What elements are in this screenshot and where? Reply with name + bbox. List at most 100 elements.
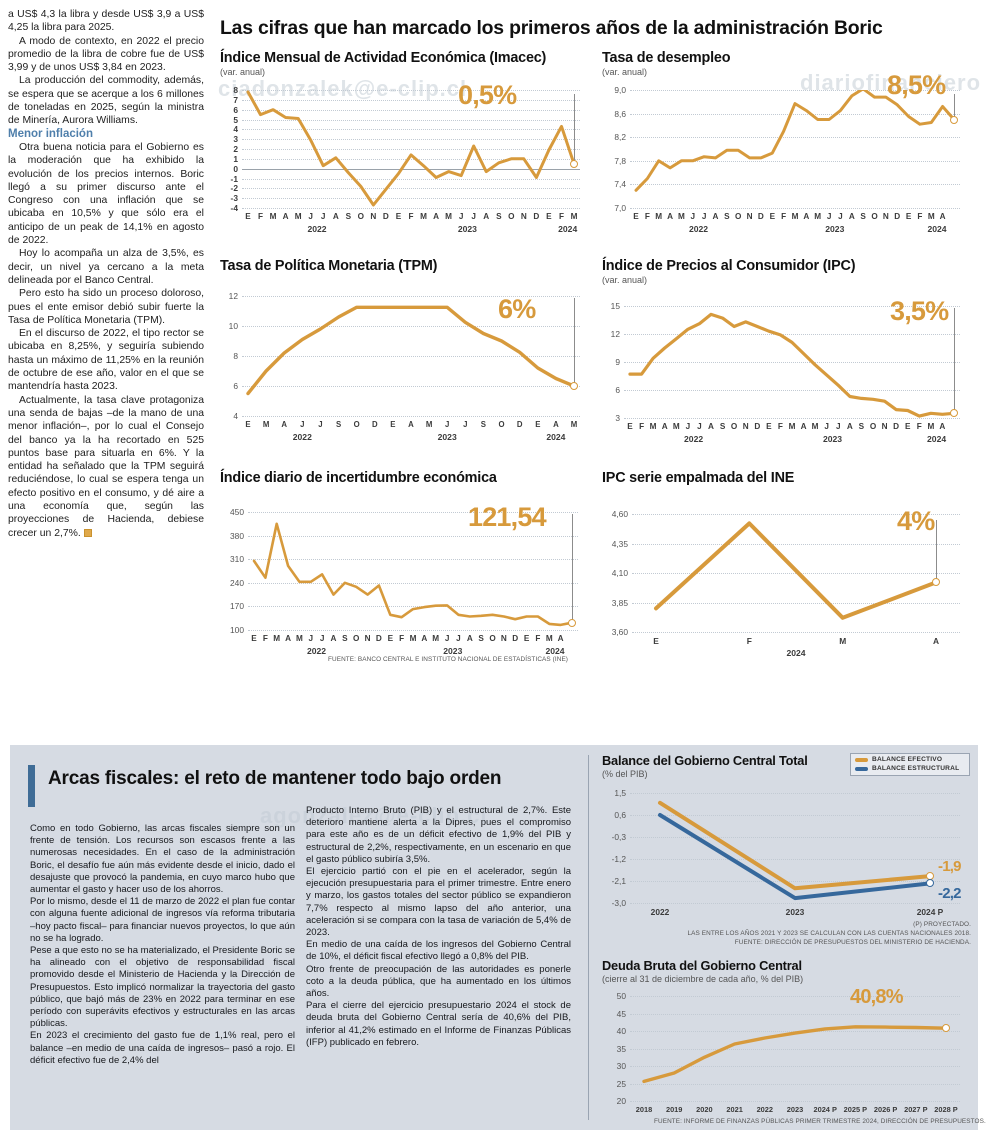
x-axis-tick-label: A xyxy=(466,634,473,643)
chart-series-svg xyxy=(642,1025,948,1084)
x-axis-tick-label: F xyxy=(639,422,645,431)
top-section: ciadonzalek@e-clip.cl diariofinanciero a… xyxy=(8,8,981,718)
chart-series-svg xyxy=(654,521,938,620)
x-axis-tick-label: 2019 xyxy=(665,1105,683,1114)
x-axis-tick-label: A xyxy=(285,634,292,643)
y-axis-tick-label: -2,1 xyxy=(611,876,626,886)
x-axis-tick-label: N xyxy=(370,212,377,221)
end-point-marker xyxy=(570,159,578,168)
x-axis-tick-label: A xyxy=(282,212,289,221)
x-axis-year-label: 2024 xyxy=(786,648,806,658)
chart-title: Deuda Bruta del Gobierno Central xyxy=(602,958,802,973)
x-axis-tick-label: F xyxy=(916,422,922,431)
x-axis-tick-label: E xyxy=(245,420,251,429)
chart-desempleo: Tasa de desempleo (var. anual) 9,0 8,6 8,2… xyxy=(602,50,977,240)
x-axis-tick-label: J xyxy=(471,212,476,221)
x-axis-tick-label: J xyxy=(685,422,691,431)
fiscal-column-1: Como en todo Gobierno, las arcas fiscale… xyxy=(30,823,295,1067)
x-axis-tick-label: J xyxy=(463,420,468,429)
x-axis-tick-label: M xyxy=(927,212,935,221)
article-paragraph: A modo de contexto, en 2022 el precio pr… xyxy=(8,35,204,74)
x-axis-tick-label: A xyxy=(332,212,339,221)
x-axis-tick-label: A xyxy=(803,212,810,221)
x-axis-tick-label: N xyxy=(500,634,507,643)
callout-stem xyxy=(954,308,956,414)
y-axis-tick-label: 4,10 xyxy=(611,568,628,578)
x-axis-tick-label: D xyxy=(894,212,901,221)
x-axis-tick-label: A xyxy=(433,212,440,221)
gridline xyxy=(632,602,960,604)
y-axis-tick-label: 7,8 xyxy=(614,155,626,166)
gridline xyxy=(242,119,580,121)
x-axis-tick-label: A xyxy=(939,212,946,221)
x-axis-tick-label: M xyxy=(294,212,302,221)
chart-tpm: Tasa de Política Monetaria (TPM) 12 10 8 6 4… xyxy=(220,258,590,448)
x-axis-tick-label: E xyxy=(633,212,639,221)
x-axis-tick-label: M xyxy=(814,212,822,221)
y-axis-tick-label: 30 xyxy=(616,1061,626,1071)
gridline xyxy=(632,632,960,633)
x-axis-tick-label: O xyxy=(730,422,738,431)
y-axis-tick-label: 7,4 xyxy=(614,179,626,190)
x-axis-tick-label: M xyxy=(927,422,935,431)
x-axis-tick-label: O xyxy=(357,212,364,221)
x-axis-tick-label: F xyxy=(644,212,650,221)
gridline xyxy=(630,903,960,904)
gridline xyxy=(630,160,960,162)
chart-balance: Balance del Gobierno Central Total (% de… xyxy=(602,753,977,946)
x-axis-tick-label: O xyxy=(869,422,877,431)
x-axis-tick-label: F xyxy=(777,422,783,431)
y-axis-tick-label: 0,6 xyxy=(614,810,626,820)
column-divider xyxy=(588,755,589,1120)
x-axis-tick-label: D xyxy=(516,420,523,429)
gridline xyxy=(630,996,960,997)
chart-callout-value: 0,5% xyxy=(458,80,517,110)
chart-series-svg xyxy=(252,522,574,627)
x-axis-tick-label: S xyxy=(719,422,726,431)
x-axis-tick-label: S xyxy=(480,420,486,429)
y-axis-tick-label: 6 xyxy=(615,385,620,395)
x-axis-year-label: 2022 xyxy=(684,434,704,444)
legend-swatch-blue xyxy=(855,766,868,771)
chart-title: Índice Mensual de Actividad Económica (I… xyxy=(220,50,547,66)
y-axis-tick-label: 45 xyxy=(616,1008,626,1019)
x-axis-tick-label: S xyxy=(345,212,352,221)
x-axis-tick-label: A xyxy=(281,420,288,429)
y-axis-tick-label: 25 xyxy=(616,1078,626,1089)
x-axis-tick-label: N xyxy=(882,212,889,221)
x-axis-tick-label: J xyxy=(701,212,707,221)
left-article-column: a US$ 4,3 la libra y desde US$ 3,9 a US$… xyxy=(8,8,204,718)
x-axis-tick-label: A xyxy=(421,634,428,643)
x-axis-tick-label: O xyxy=(498,420,505,429)
chart-source-note-1: (P) PROYECTADO. xyxy=(913,921,971,928)
series-end-label: -1,9 xyxy=(938,858,961,876)
article-paragraph-text: Actualmente, la tasa clave protagoniza u… xyxy=(8,394,204,539)
x-axis-tick-label: E xyxy=(390,420,396,429)
chart-title: Tasa de desempleo xyxy=(602,50,731,66)
gridline xyxy=(630,90,960,91)
callout-stem xyxy=(936,520,938,583)
gridline xyxy=(242,208,580,209)
end-point-marker xyxy=(942,1024,950,1033)
y-axis-tick-label: 100 xyxy=(230,625,244,635)
y-axis-tick-label: 7 xyxy=(233,94,238,105)
x-axis-tick-label: 2022 xyxy=(650,907,670,917)
y-axis-tick-label: 310 xyxy=(230,554,244,565)
x-axis-tick-label: N xyxy=(742,422,749,431)
y-axis-tick-label: 450 xyxy=(230,507,244,517)
chart-callout-value: 4% xyxy=(897,506,935,536)
x-axis-year-label: 2024 xyxy=(927,434,947,444)
x-axis-year-label: 2022 xyxy=(292,432,312,442)
x-axis-tick-label: A xyxy=(939,422,946,431)
y-axis-tick-label: 50 xyxy=(616,991,626,1001)
x-axis-year-label: 2022 xyxy=(307,224,327,234)
x-axis-tick-label: 2025 P xyxy=(843,1105,868,1114)
x-axis-tick-label: E xyxy=(546,212,552,221)
x-axis-tick-label: F xyxy=(558,212,565,221)
gridline xyxy=(630,815,960,816)
x-axis-tick-label: M xyxy=(420,212,427,221)
x-axis-year-label: 2023 xyxy=(825,224,845,234)
x-axis-tick-label: J xyxy=(826,212,832,221)
x-axis-tick-label: M xyxy=(432,634,440,643)
end-point-marker xyxy=(570,382,578,390)
